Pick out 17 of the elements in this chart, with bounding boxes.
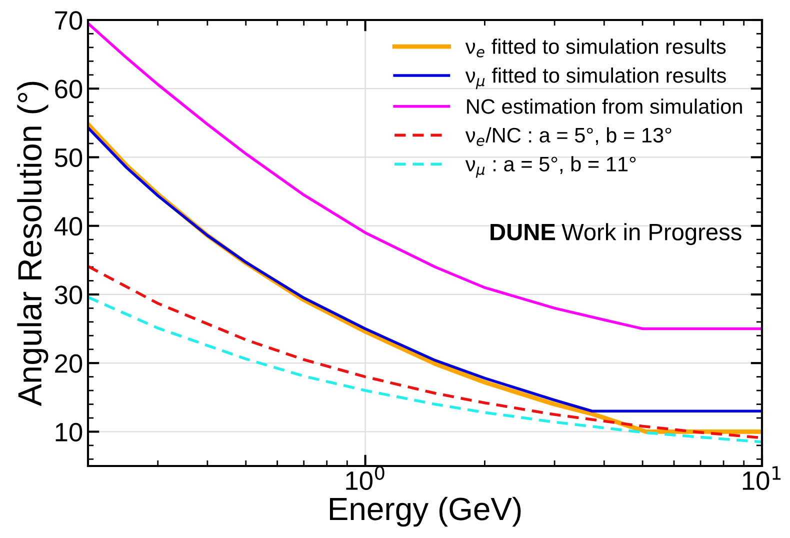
y-tick-label: 20 (55, 354, 82, 373)
y-tick-label: 60 (55, 80, 82, 98)
legend-label: ν$_{e}$ fitted to simulation results (465, 38, 726, 58)
legend-label: ν$_{μ}$ fitted to simulation results (465, 68, 726, 90)
legend-label: ν$_{e}$/NC : a = 5°, b = 13° (465, 127, 672, 146)
annotation: Work in Progress (562, 223, 742, 246)
legend-label: ν$_{μ}$ : a = 5°, b = 11° (465, 156, 636, 178)
annotation: DUNE (490, 224, 556, 240)
x-axis-title: Energy (GeV) (330, 496, 521, 527)
y-tick-label: 70 (55, 11, 82, 30)
y-tick-label: 50 (54, 148, 82, 168)
x-tick-label: 10$^{1}$ (742, 466, 781, 490)
y-tick-label: 10 (56, 422, 82, 442)
y-tick-label: 30 (54, 286, 82, 304)
y-axis-title: Angular Resolution (°) (17, 82, 48, 406)
y-tick-label: 40 (54, 216, 82, 236)
legend-label: NC estimation from simulation (467, 98, 742, 114)
